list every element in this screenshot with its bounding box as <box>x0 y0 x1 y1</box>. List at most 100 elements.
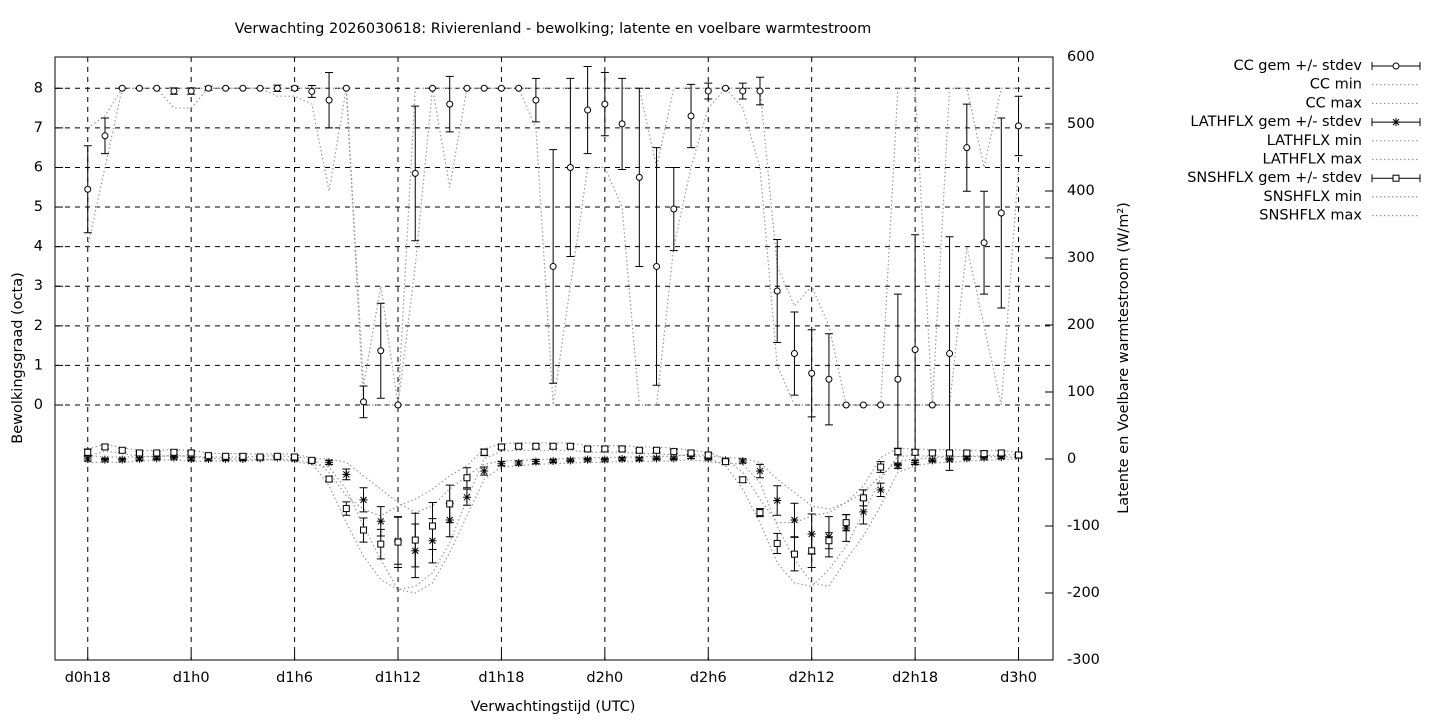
marker-square <box>325 475 333 483</box>
marker-star <box>652 454 661 463</box>
marker-circle <box>963 144 971 152</box>
marker-square <box>825 537 833 545</box>
y2-tick-label: 600 <box>1067 49 1095 65</box>
marker-circle <box>291 84 299 92</box>
marker-star <box>773 496 782 505</box>
marker-square <box>808 547 816 555</box>
marker-square <box>135 449 143 457</box>
y-tick-label: 5 <box>34 199 43 215</box>
marker-square <box>790 550 798 558</box>
marker-circle <box>808 369 816 377</box>
marker-circle <box>239 84 247 92</box>
marker-circle <box>256 84 264 92</box>
chart-title: Verwachting 2026030618: Rivierenland - b… <box>235 21 872 37</box>
marker-star <box>118 455 127 464</box>
marker-square <box>739 476 747 484</box>
marker-circle <box>101 132 109 140</box>
marker-square <box>722 458 730 466</box>
marker-square <box>980 450 988 458</box>
marker-circle <box>222 84 230 92</box>
marker-star <box>790 515 799 524</box>
marker-circle <box>428 84 436 92</box>
marker-circle <box>170 87 178 95</box>
marker-star <box>945 455 954 464</box>
marker-square <box>601 445 609 453</box>
marker-square <box>480 448 488 456</box>
marker-circle <box>653 262 661 270</box>
marker-circle <box>153 84 161 92</box>
marker-circle <box>325 96 333 104</box>
marker-star <box>583 455 592 464</box>
marker-square <box>773 539 781 547</box>
marker-circle <box>532 96 540 104</box>
marker-star <box>480 467 489 476</box>
y-tick-label: 6 <box>34 159 43 175</box>
marker-circle <box>394 401 402 409</box>
marker-square <box>532 442 540 450</box>
marker-circle <box>497 84 505 92</box>
y2-axis-label: Latente en Voelbare warmtestroom (W/m²) <box>1116 202 1132 514</box>
marker-circle <box>377 347 385 355</box>
marker-circle <box>687 112 695 120</box>
marker-square <box>377 540 385 548</box>
marker-circle <box>1015 122 1023 130</box>
x-tick-label: d3h0 <box>1000 670 1037 686</box>
y-tick-label: 7 <box>34 120 43 136</box>
y2-tick-label: 200 <box>1067 317 1095 333</box>
marker-circle <box>997 209 1005 217</box>
marker-star <box>187 455 196 463</box>
x-tick-label: d1h12 <box>375 670 421 686</box>
y2-tick-label: -200 <box>1067 585 1100 601</box>
legend-marker <box>1392 174 1400 182</box>
marker-star <box>135 455 144 463</box>
legend-label: CC min <box>1310 77 1362 93</box>
y-tick-label: 2 <box>34 318 43 334</box>
marker-circle <box>135 84 143 92</box>
x-tick-label: d1h6 <box>276 670 313 686</box>
marker-star <box>859 507 868 516</box>
y2-tick-label: 400 <box>1067 183 1095 199</box>
marker-star <box>997 452 1006 461</box>
marker-circle <box>566 163 574 171</box>
marker-star <box>152 454 161 463</box>
y-tick-label: 1 <box>34 357 43 373</box>
marker-circle <box>584 106 592 114</box>
legend-label: CC gem +/- stdev <box>1233 58 1362 74</box>
marker-star <box>928 456 937 465</box>
marker-circle <box>635 173 643 181</box>
marker-circle <box>601 100 609 108</box>
marker-square <box>635 446 643 454</box>
marker-circle <box>756 87 764 95</box>
marker-circle <box>446 100 454 108</box>
marker-star <box>600 455 609 464</box>
legend-marker <box>1392 118 1400 127</box>
marker-square <box>84 448 92 456</box>
marker-square <box>687 449 695 457</box>
marker-square <box>859 494 867 502</box>
marker-square <box>549 442 557 450</box>
marker-square <box>877 463 885 471</box>
marker-circle <box>360 398 368 406</box>
x-tick-label: d1h18 <box>478 670 524 686</box>
marker-circle <box>515 84 523 92</box>
marker-circle <box>825 375 833 383</box>
marker-square <box>170 448 178 456</box>
x-tick-label: d0h18 <box>65 670 111 686</box>
x-tick-label: d1h0 <box>173 670 210 686</box>
marker-square <box>618 445 626 453</box>
marker-circle <box>273 84 281 92</box>
marker-square <box>308 456 316 464</box>
x-axis-label: Verwachtingstijd (UTC) <box>471 699 636 715</box>
marker-star <box>566 456 575 465</box>
marker-star <box>531 457 540 466</box>
marker-square <box>446 500 454 508</box>
marker-star <box>342 470 351 479</box>
y2-tick-label: 500 <box>1067 116 1095 132</box>
marker-square <box>187 449 195 457</box>
legend-marker <box>1392 62 1400 70</box>
marker-circle <box>549 262 557 270</box>
legend-label: LATHFLX gem +/- stdev <box>1190 114 1362 130</box>
